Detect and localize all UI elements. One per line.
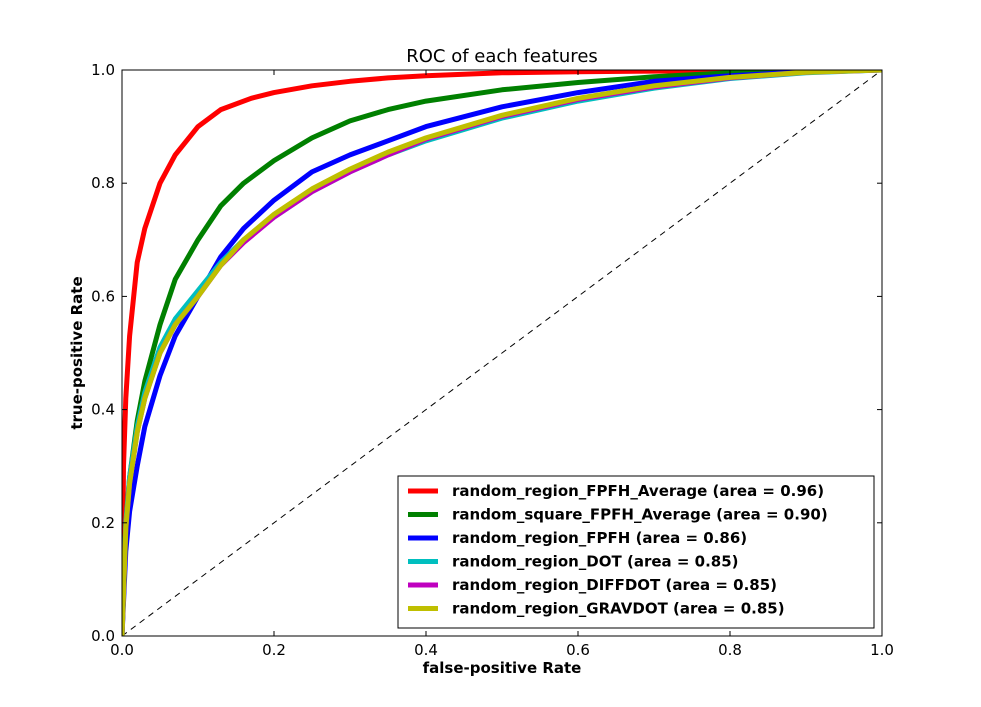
y-tick-label: 0.2	[91, 514, 115, 532]
diagonal-reference-line	[122, 70, 882, 636]
ticks-layer: 0.0 0.2 0.4 0.6 0.8 1.0 0.0 0.2 0.4 0.6 0.8 1.0	[91, 61, 894, 659]
plot-frame	[121, 69, 883, 637]
x-tick-label: 0.4	[414, 641, 438, 659]
series-line-0	[122, 70, 882, 636]
legend-label-1: random_square_FPFH_Average (area = 0.90)	[452, 506, 828, 524]
y-axis-label: true-positive Rate	[68, 276, 86, 429]
legend-label-0: random_region_FPFH_Average (area = 0.96)	[452, 482, 824, 500]
x-tick-label: 0.6	[566, 641, 590, 659]
y-tick-label: 0.0	[91, 627, 115, 645]
legend-box	[397, 475, 875, 629]
series-line-2	[122, 70, 882, 636]
legend-label-4: random_region_DIFFDOT (area = 0.85)	[452, 576, 777, 594]
diagonal-layer	[122, 70, 882, 636]
legend-label-3: random_region_DOT (area = 0.85)	[452, 553, 739, 571]
series-line-5	[122, 70, 882, 636]
y-tick-label: 0.6	[91, 287, 115, 305]
series-layer	[122, 70, 882, 636]
legend: random_region_FPFH_Average (area = 0.96)…	[397, 475, 875, 629]
x-tick-label: 0.8	[718, 641, 742, 659]
legend-label-2: random_region_FPFH (area = 0.86)	[452, 529, 747, 547]
x-tick-label: 1.0	[870, 641, 894, 659]
x-axis-label: false-positive Rate	[423, 659, 582, 677]
y-tick-label: 0.4	[91, 401, 115, 419]
chart-title: ROC of each features	[406, 46, 598, 67]
legend-label-5: random_region_GRAVDOT (area = 0.85)	[452, 600, 785, 618]
y-tick-label: 1.0	[91, 61, 115, 79]
x-tick-label: 0.0	[110, 641, 134, 659]
y-tick-label: 0.8	[91, 174, 115, 192]
x-tick-label: 0.2	[262, 641, 286, 659]
